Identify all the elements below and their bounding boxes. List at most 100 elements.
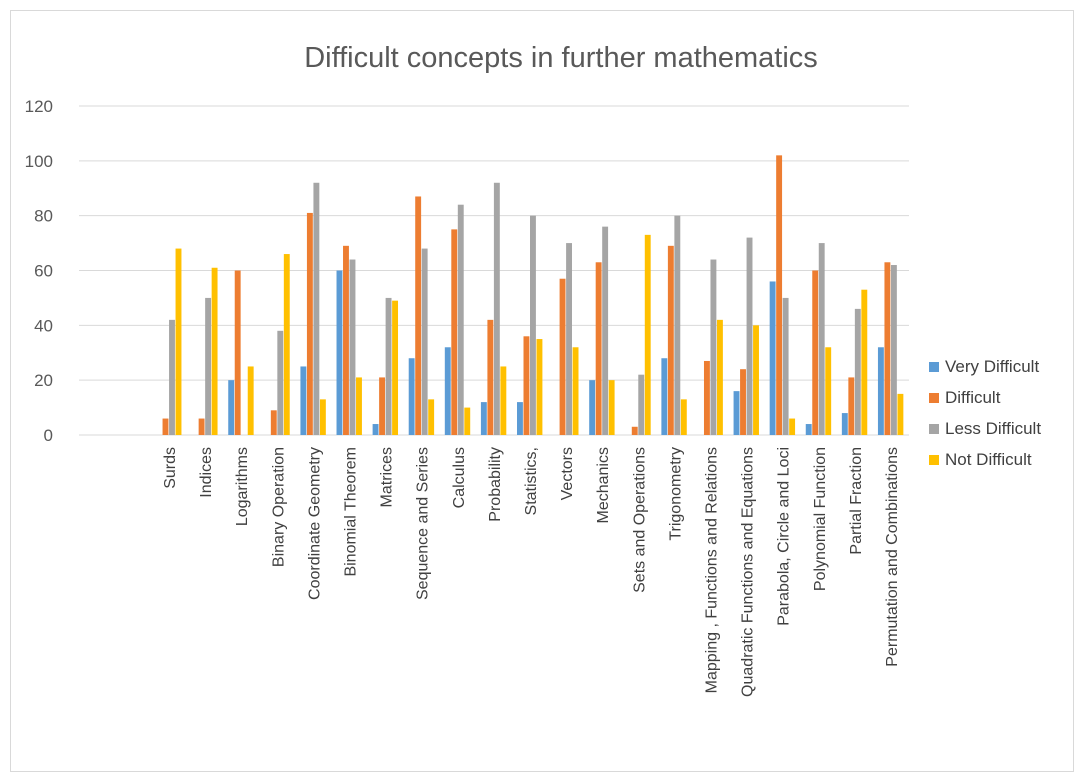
bar [313, 182, 320, 435]
bar [841, 413, 848, 435]
bar [890, 265, 897, 435]
bar [680, 399, 687, 435]
category-label: Quadratic Functions and Equations [740, 447, 757, 697]
bar [572, 347, 579, 435]
category-label: Binomial Theorem [343, 447, 360, 577]
bar [566, 243, 572, 435]
bar [408, 358, 415, 435]
bar [753, 325, 759, 435]
bar [536, 339, 543, 435]
bar [805, 424, 812, 435]
bar [277, 330, 284, 435]
y-tick-label: 100 [25, 152, 53, 171]
chart-svg: Difficult concepts in further mathematic… [25, 42, 1042, 697]
bar [379, 377, 386, 435]
category-label: Matrices [379, 447, 396, 507]
bar [848, 377, 855, 435]
bar [211, 267, 218, 435]
category-label: Polynomial Function [812, 447, 829, 591]
category-label: Logarithms [234, 447, 251, 526]
y-axis-ticks: 0 20 40 60 80 100 120 [25, 97, 53, 445]
bar [789, 418, 796, 435]
bar [175, 248, 182, 435]
category-label: Probability [487, 447, 504, 522]
bar [349, 259, 356, 435]
bar [319, 399, 326, 435]
y-tick-label: 80 [34, 207, 53, 226]
bar [818, 243, 825, 435]
y-tick-label: 60 [34, 262, 53, 281]
category-label: Indices [198, 447, 215, 498]
bar [487, 319, 494, 435]
category-label: Sets and Operations [631, 447, 648, 593]
bar [457, 204, 464, 435]
bar [283, 254, 290, 435]
bar [746, 237, 753, 435]
legend-swatch [929, 455, 939, 465]
category-label: Mapping , Functions and Relations [703, 447, 720, 693]
legend-label: Very Difficult [945, 357, 1039, 376]
bar [861, 289, 868, 435]
category-label: Sequence and Series [415, 447, 432, 600]
bar [644, 234, 651, 435]
category-label: Surds [162, 447, 179, 489]
bar [530, 215, 536, 435]
bar [769, 281, 776, 435]
bar [372, 424, 379, 435]
category-label: Mechanics [595, 447, 612, 523]
y-tick-label: 40 [34, 316, 53, 335]
bar [631, 426, 638, 435]
bar [602, 226, 609, 435]
bar [638, 374, 645, 435]
bar [234, 270, 241, 435]
chart-title: Difficult concepts in further mathematic… [304, 42, 818, 74]
bar [205, 297, 212, 435]
y-tick-label: 0 [44, 426, 53, 445]
bar [421, 248, 428, 435]
bar [356, 377, 362, 435]
bar [517, 402, 523, 435]
category-label: Vectors [559, 447, 576, 500]
category-label: Statistics, [523, 447, 540, 515]
bar [464, 407, 471, 435]
bar [559, 278, 566, 435]
category-label: Partial Fraction [848, 447, 865, 555]
bar [162, 418, 169, 435]
bar [300, 366, 307, 435]
bar [392, 300, 399, 435]
bar [444, 347, 451, 435]
category-label: Calculus [451, 447, 468, 508]
bar [306, 212, 313, 435]
bar [733, 391, 740, 435]
legend-swatch [929, 362, 939, 372]
bar [825, 347, 832, 435]
bar [674, 215, 681, 435]
bar [667, 245, 674, 435]
legend: Very Difficult Difficult Less Difficult Not… [929, 357, 1041, 469]
category-labels: Surds Indices Logarithms Binary Operation Co… [162, 447, 901, 697]
bar [480, 402, 487, 435]
bar [608, 380, 615, 435]
bar [523, 336, 530, 435]
legend-swatch [929, 424, 939, 434]
bar [661, 358, 668, 435]
bar [270, 410, 277, 435]
legend-swatch [929, 393, 939, 403]
bar [703, 360, 710, 435]
bar [385, 297, 392, 435]
bar [428, 399, 435, 435]
bar [812, 270, 819, 435]
bar [877, 347, 884, 435]
legend-label: Difficult [945, 388, 1001, 407]
chart-frame: Difficult concepts in further mathematic… [10, 10, 1074, 772]
bar [710, 259, 717, 435]
bar [854, 308, 861, 435]
bar [228, 380, 235, 435]
category-label: Permutation and Combinations [884, 447, 901, 667]
bar [589, 380, 596, 435]
bar [336, 270, 343, 435]
category-label: Trigonometry [667, 447, 684, 541]
bar [897, 393, 904, 435]
bar [740, 369, 746, 435]
bar [169, 319, 175, 435]
